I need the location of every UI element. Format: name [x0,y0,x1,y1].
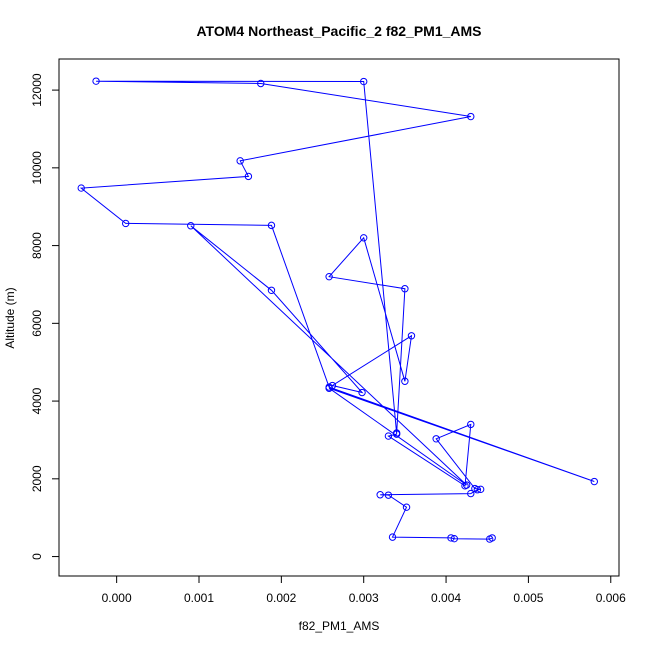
data-point [384,491,393,499]
x-tick-label: 0.000 [102,591,132,605]
data-point [450,534,458,543]
data-point [476,485,485,494]
data-point [388,533,397,541]
chart-title: ATOM4 Northeast_Pacific_2 f82_PM1_AMS [196,23,481,39]
x-tick-label: 0.006 [596,591,626,605]
data-point [590,477,598,486]
data-point [432,435,440,443]
series-line [79,80,595,540]
data-point [486,535,494,543]
data-point [358,388,366,397]
y-axis: 0 2000 4000 6000 8000 10000 12000 [30,73,60,560]
data-point [401,285,409,293]
data-point [384,432,393,440]
x-tick-label: 0.004 [431,591,461,605]
data-point [467,489,475,498]
y-tick-label: 10000 [30,151,44,185]
data-point [325,383,333,391]
data-point [402,503,411,511]
data-point [244,172,253,181]
data-point [122,219,130,228]
y-axis-label: Altitude (m) [3,287,17,348]
data-point [376,491,384,499]
data-point [462,481,471,489]
y-tick-label: 12000 [30,73,44,107]
x-axis-label: f82_PM1_AMS [299,619,380,633]
x-tick-label: 0.005 [513,591,543,605]
data-point [267,286,276,294]
data-point [447,534,455,542]
data-point [471,484,479,493]
y-tick-label: 0 [30,553,44,560]
data-point [92,77,100,85]
x-axis: 0.000 0.001 0.002 0.003 0.004 0.005 0.006 [102,575,626,605]
y-tick-label: 8000 [30,232,44,259]
data-point [360,77,368,86]
x-tick-label: 0.003 [349,591,379,605]
data-point [77,184,85,192]
y-tick-label: 4000 [30,387,44,414]
data-point [360,234,368,242]
data-point [467,420,475,429]
data-point [392,429,401,437]
data-point [467,112,475,121]
data-point [401,377,409,385]
data-point [325,272,333,281]
data-point [267,221,276,230]
x-tick-label: 0.002 [266,591,296,605]
series-layer [77,77,598,543]
data-point [257,79,265,88]
x-tick-label: 0.001 [184,591,214,605]
plot-frame [58,58,620,577]
y-tick-label: 2000 [30,465,44,492]
data-point [187,222,195,230]
data-point [407,332,416,340]
data-point [236,157,244,165]
y-tick-label: 6000 [30,310,44,337]
